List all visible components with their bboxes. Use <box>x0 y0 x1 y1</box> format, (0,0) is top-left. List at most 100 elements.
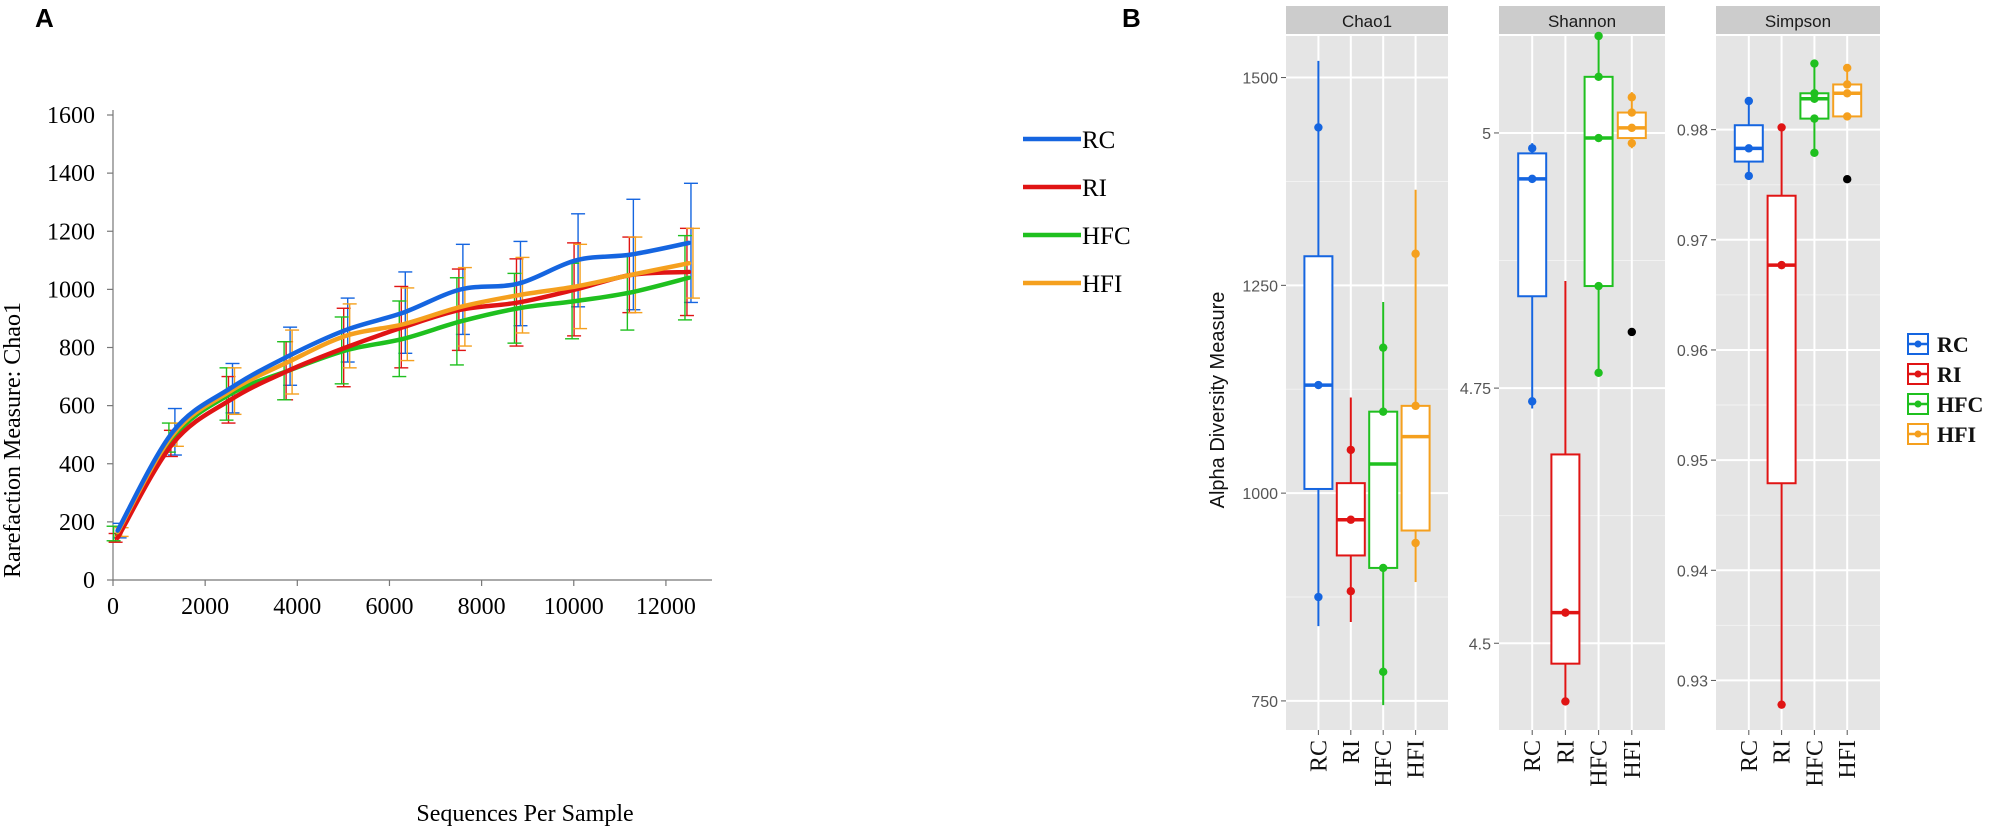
x-axis-label: Sequences Per Sample <box>416 801 633 827</box>
data-point <box>1411 401 1420 411</box>
rarefaction-panel: A 0 200 400 600 800 1000 1200 1400 1600 0 2000 4000… <box>0 3 1131 827</box>
x-tick-label: HFC <box>1587 740 1613 787</box>
x-tick-label: HFI <box>1620 740 1646 779</box>
y-tick-label: 0.96 <box>1677 343 1708 360</box>
x-tick-label: 4000 <box>273 594 321 620</box>
rarefaction-legend: RC RI HFC HFI <box>1023 127 1131 298</box>
data-point <box>1627 108 1637 117</box>
y-tick-label: 1500 <box>1242 71 1278 88</box>
data-point <box>1810 59 1819 68</box>
legend-key-dot <box>1914 370 1922 378</box>
box-hfi <box>1400 189 1431 583</box>
legend-label-rc: RC <box>1082 127 1115 154</box>
x-tick-label: HFI <box>1404 740 1430 779</box>
facet-title: Chao1 <box>1342 12 1392 31</box>
x-tick-label: HFC <box>1802 740 1828 787</box>
data-point <box>1810 148 1819 157</box>
y-tick-label: 0 <box>83 568 95 594</box>
x-tick-label: 8000 <box>458 594 506 620</box>
data-point <box>1346 445 1356 455</box>
data-point <box>1411 249 1420 258</box>
legend-key-dot <box>1914 430 1922 438</box>
data-point <box>1528 174 1537 184</box>
box-hfc <box>1583 31 1614 377</box>
data-point <box>1744 171 1754 181</box>
box-ri <box>1335 397 1366 622</box>
facet-strip <box>1499 6 1665 34</box>
y-tick-label: 0.93 <box>1677 673 1708 690</box>
x-tick-label: 6000 <box>365 594 413 620</box>
box-rc <box>1733 96 1764 181</box>
box-body <box>1303 255 1334 490</box>
y-tick-label: 0.98 <box>1677 123 1708 140</box>
x-tick-label: RC <box>1306 740 1332 772</box>
panel-label-b: B <box>1122 3 1141 33</box>
box-legend: RC RI HFC HFI <box>1907 332 1983 447</box>
legend-label-ri: RI <box>1082 175 1107 202</box>
panel-label-a: A <box>35 3 54 33</box>
rarefaction-lines <box>115 240 692 541</box>
x-tick-label: 10000 <box>544 594 604 620</box>
y-tick-label: 1600 <box>47 103 95 129</box>
facet-shannon: Shannon 4.5 4.75 5 RC RI HFC HFI <box>1460 6 1665 787</box>
data-point <box>1346 515 1356 524</box>
facet-title: Simpson <box>1765 12 1831 31</box>
outlier-point <box>1627 327 1637 337</box>
y-axis-label: Rarefaction Measure: Chao1 <box>0 302 26 578</box>
legend-label-hfc: HFC <box>1937 392 1983 417</box>
alpha-diversity-panel: B Alpha Diversity Measure Chao1 750 1000 12… <box>1122 3 1983 787</box>
x-tick-label: RI <box>1553 740 1579 764</box>
y-tick-label: 0.97 <box>1677 233 1708 250</box>
box-hfi <box>1616 92 1647 337</box>
rarefaction-error-bars <box>106 182 700 543</box>
facet-chao1: Chao1 750 1000 1250 1500 RC RI HFC HFI <box>1242 6 1448 787</box>
data-point <box>1744 96 1754 106</box>
data-point <box>1777 700 1786 709</box>
facet-strip <box>1716 6 1880 34</box>
box-hfc <box>1368 301 1399 706</box>
data-point <box>1528 144 1537 153</box>
x-tick-label: HFI <box>1835 740 1861 779</box>
box-rc <box>1303 60 1334 627</box>
data-point <box>1843 112 1852 121</box>
y-tick-label: 200 <box>59 510 95 536</box>
legend-label-hfi: HFI <box>1937 422 1976 447</box>
box-hfi <box>1832 63 1863 184</box>
data-point <box>1411 538 1420 548</box>
data-point <box>1561 608 1570 617</box>
rarefaction-axes: 0 200 400 600 800 1000 1200 1400 1600 0 2000 4000 60… <box>47 103 712 620</box>
data-point <box>1627 138 1637 148</box>
data-point <box>1627 123 1637 133</box>
y-tick-label: 800 <box>59 336 95 362</box>
facet-title: Shannon <box>1548 12 1616 31</box>
data-point <box>1379 563 1388 573</box>
box-ri <box>1550 280 1581 706</box>
data-point <box>1314 592 1323 602</box>
data-point <box>1379 667 1388 677</box>
legend-key-dot <box>1914 400 1922 408</box>
data-point <box>1594 368 1603 377</box>
data-point <box>1594 281 1603 291</box>
legend-label-rc: RC <box>1937 332 1969 357</box>
box-body <box>1766 194 1797 485</box>
y-tick-label: 1250 <box>1242 278 1278 295</box>
data-point <box>1346 587 1356 596</box>
data-point <box>1561 697 1570 706</box>
legend-label-ri: RI <box>1937 362 1961 387</box>
x-tick-label: RI <box>1770 740 1796 764</box>
x-tick-label: RC <box>1520 740 1546 772</box>
facet-strip <box>1286 6 1448 34</box>
data-point <box>1777 260 1786 270</box>
data-point <box>1744 144 1754 153</box>
y-tick-label: 1200 <box>47 219 95 245</box>
box-ri <box>1766 123 1797 709</box>
data-point <box>1777 123 1786 132</box>
data-point <box>1810 114 1819 123</box>
x-tick-label: 0 <box>107 594 119 620</box>
data-point <box>1594 72 1603 82</box>
data-point <box>1843 89 1852 98</box>
data-point <box>1594 31 1603 41</box>
y-tick-label: 0.94 <box>1677 563 1708 580</box>
